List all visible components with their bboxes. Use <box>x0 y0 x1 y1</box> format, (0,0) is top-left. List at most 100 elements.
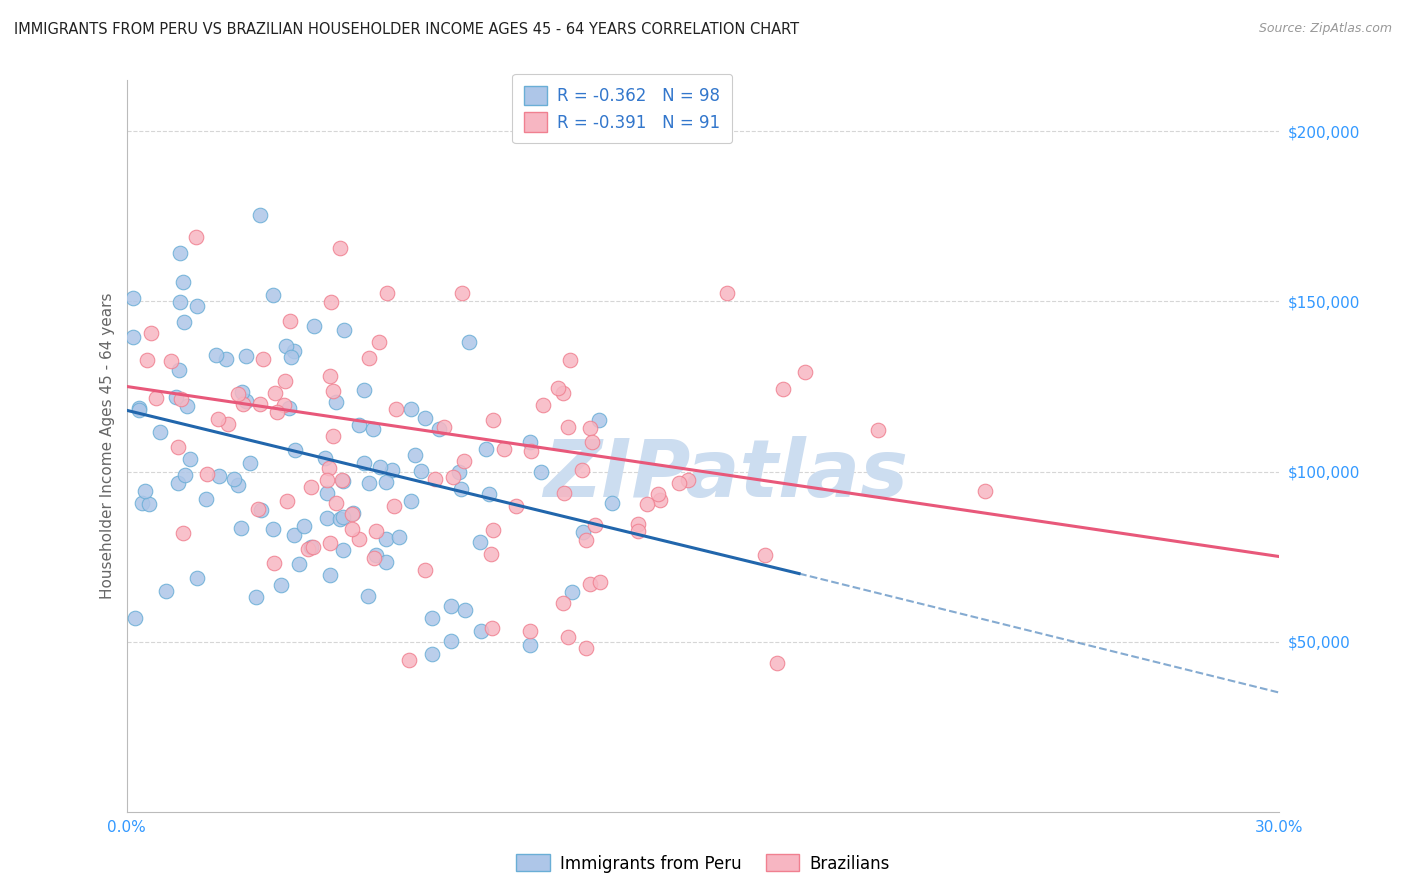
Point <box>557 631 579 645</box>
Point <box>375 286 398 301</box>
Point <box>794 366 817 380</box>
Point <box>284 443 307 458</box>
Point <box>453 603 475 617</box>
Point <box>316 511 339 525</box>
Point <box>479 547 502 561</box>
Point <box>280 350 302 364</box>
Point <box>195 491 218 506</box>
Point <box>572 524 595 539</box>
Point <box>404 448 426 462</box>
Point <box>208 468 231 483</box>
Point <box>420 610 443 624</box>
Point <box>322 429 344 443</box>
Point <box>134 484 156 499</box>
Point <box>138 497 160 511</box>
Point <box>136 352 159 367</box>
Point <box>287 557 309 571</box>
Point <box>186 299 208 313</box>
Point <box>357 589 380 603</box>
Text: ZIPatlas: ZIPatlas <box>544 436 908 515</box>
Point <box>128 401 150 416</box>
Point <box>273 374 295 388</box>
Point <box>716 285 738 300</box>
Point <box>332 475 354 489</box>
Point <box>263 386 285 401</box>
Point <box>207 411 229 425</box>
Point <box>329 241 352 255</box>
Point <box>765 656 787 670</box>
Point <box>299 480 322 494</box>
Point <box>647 487 669 501</box>
Point <box>319 567 342 582</box>
Point <box>332 323 354 337</box>
Point <box>388 530 411 544</box>
Point <box>558 353 581 368</box>
Point <box>121 291 143 305</box>
Legend: R = -0.362   N = 98, R = -0.391   N = 91: R = -0.362 N = 98, R = -0.391 N = 91 <box>512 74 733 144</box>
Point <box>589 574 612 589</box>
Point <box>226 386 249 401</box>
Point <box>453 453 475 467</box>
Point <box>553 386 575 401</box>
Point <box>520 443 543 458</box>
Point <box>276 494 298 508</box>
Point <box>413 411 436 425</box>
Point <box>627 517 650 532</box>
Point <box>368 334 391 349</box>
Point <box>363 551 385 566</box>
Point <box>299 540 322 554</box>
Point <box>668 475 690 490</box>
Point <box>283 527 305 541</box>
Point <box>578 421 600 435</box>
Point <box>648 493 671 508</box>
Point <box>427 421 450 435</box>
Point <box>450 285 472 300</box>
Point <box>226 478 249 492</box>
Point <box>332 543 354 558</box>
Point <box>329 511 352 525</box>
Point <box>357 475 380 490</box>
Point <box>561 585 583 599</box>
Point <box>235 349 257 363</box>
Point <box>678 473 700 487</box>
Point <box>547 381 569 395</box>
Point <box>571 463 593 477</box>
Point <box>440 599 463 613</box>
Point <box>159 354 181 368</box>
Point <box>235 393 257 408</box>
Point <box>441 470 464 484</box>
Point <box>155 584 177 599</box>
Point <box>262 522 284 536</box>
Point <box>340 507 363 521</box>
Point <box>602 496 624 510</box>
Point <box>450 483 472 497</box>
Point <box>316 485 339 500</box>
Point <box>374 475 396 490</box>
Point <box>422 647 444 661</box>
Point <box>482 523 505 537</box>
Point <box>217 417 239 431</box>
Point <box>475 442 498 457</box>
Point <box>423 472 446 486</box>
Point <box>325 394 347 409</box>
Point <box>250 502 273 516</box>
Point <box>458 335 481 350</box>
Point <box>332 510 354 524</box>
Point <box>128 402 150 417</box>
Point <box>167 475 190 490</box>
Point <box>276 339 298 353</box>
Point <box>252 351 274 366</box>
Point <box>385 402 408 417</box>
Point <box>184 229 207 244</box>
Point <box>149 425 172 439</box>
Point <box>179 451 201 466</box>
Point <box>353 383 375 397</box>
Point <box>176 399 198 413</box>
Point <box>519 434 541 449</box>
Point <box>319 536 342 550</box>
Point <box>627 524 650 538</box>
Point <box>974 484 997 499</box>
Point <box>169 363 191 377</box>
Point <box>382 500 405 514</box>
Point <box>169 246 191 260</box>
